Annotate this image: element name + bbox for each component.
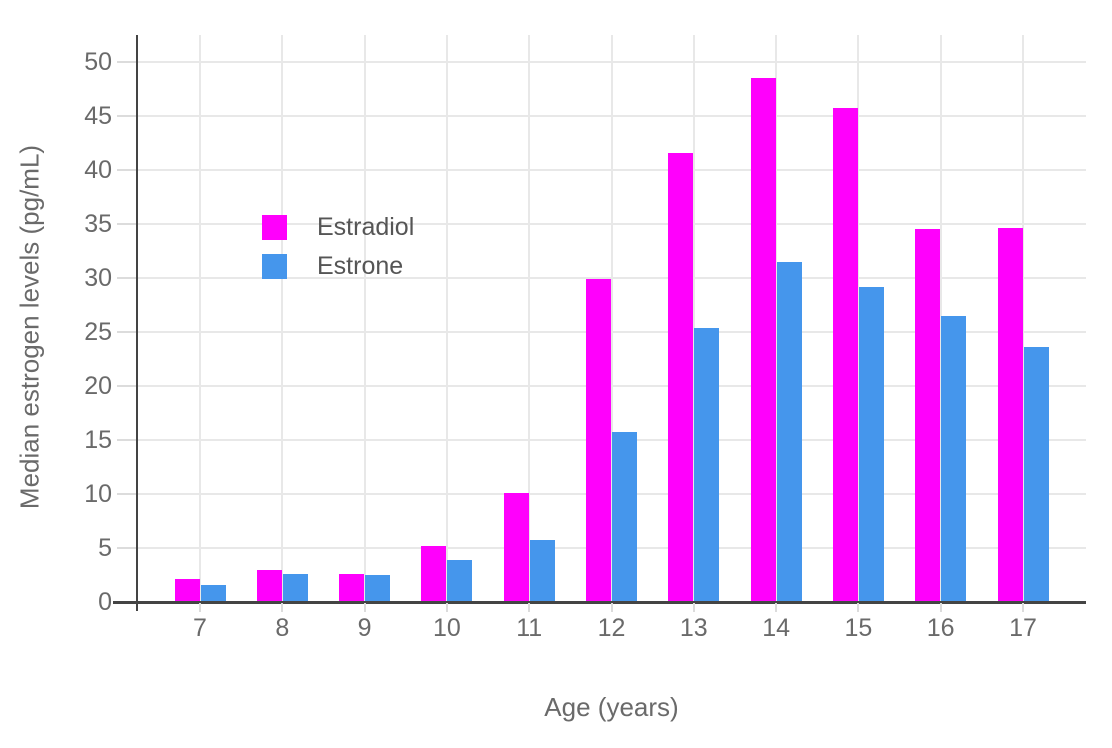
x-tick-mark [445,603,448,612]
legend: Estradiol Estrone [262,214,414,292]
y-tick-mark [117,547,136,549]
bar-estradiol-age-12 [586,279,611,602]
bar-estrone-age-13 [694,327,720,602]
x-tick-mark [610,603,613,612]
x-tick-label: 10 [432,614,461,642]
x-tick-mark [528,603,531,612]
x-tick-mark [692,603,695,612]
y-tick-label: 15 [84,426,112,454]
x-gridline [281,35,284,612]
y-tick-mark [117,115,136,117]
x-tick-mark [775,603,778,612]
bar-estrone-age-8 [282,573,308,602]
y-tick-label: 0 [98,588,112,616]
x-tick-mark [939,603,942,612]
x-gridline [363,35,366,612]
bar-estrone-age-7 [200,584,226,602]
y-tick-mark [117,223,136,225]
bar-estrone-age-17 [1023,347,1049,602]
estradiol-swatch-icon [262,214,287,240]
bar-estrone-age-11 [529,540,555,602]
x-gridline [857,35,860,612]
x-gridline [939,35,942,612]
x-tick-label: 13 [679,614,708,642]
x-tick-label: 7 [193,614,207,642]
y-axis-line [135,35,138,611]
estrone-swatch-icon [262,253,287,279]
x-tick-mark [857,603,860,612]
bar-estrone-age-9 [365,575,391,602]
x-gridline [1022,35,1024,612]
y-tick-label: 10 [84,480,112,508]
bar-estrone-age-10 [447,559,473,602]
y-tick-mark [117,277,136,279]
bar-estrone-age-14 [776,261,802,602]
bar-estrone-age-12 [612,432,637,602]
x-gridline [692,35,695,612]
bar-estradiol-age-8 [256,569,282,602]
y-tick-mark [117,331,136,333]
x-gridline [775,35,778,612]
y-axis-title: Median estrogen levels (pg/mL) [14,144,45,510]
x-tick-label: 8 [275,614,290,642]
x-gridline [199,35,201,612]
bar-estrone-age-15 [858,286,884,602]
bar-estrone-age-16 [941,315,967,602]
x-tick-label: 9 [357,614,372,642]
bar-estradiol-age-10 [421,545,447,602]
x-axis-line [113,601,1086,604]
y-tick-mark [117,385,136,387]
y-tick-label: 30 [84,264,112,292]
x-tick-mark [363,603,366,612]
x-tick-label: 11 [516,614,543,642]
x-tick-label: 15 [844,614,873,642]
y-tick-mark [117,493,136,495]
y-tick-mark [117,439,136,441]
x-gridline [445,35,448,612]
bar-estradiol-age-9 [339,573,365,602]
y-tick-label: 25 [84,318,112,346]
x-tick-label: 12 [597,614,626,642]
bar-estradiol-age-11 [503,492,529,602]
bar-estradiol-age-13 [668,152,694,602]
x-tick-mark [199,603,201,612]
bar-estradiol-age-15 [832,108,858,602]
y-tick-label: 40 [84,156,112,184]
y-tick-label: 35 [84,210,112,238]
y-tick-label: 50 [84,48,112,76]
bar-estradiol-age-14 [750,78,776,602]
bar-estradiol-age-16 [915,229,941,602]
legend-label: Estradiol [317,213,415,241]
x-gridline [528,35,531,612]
x-gridline [610,35,613,612]
x-tick-label: 16 [926,614,955,642]
bar-estradiol-age-7 [174,579,200,602]
y-tick-label: 5 [98,534,112,562]
x-axis-title: Age (years) [544,692,679,722]
y-tick-label: 20 [84,372,112,400]
bar-estradiol-age-17 [997,228,1023,602]
x-tick-mark [1022,603,1024,612]
x-tick-label: 17 [1009,614,1037,642]
y-tick-mark [117,169,136,171]
x-tick-label: 14 [762,614,790,642]
legend-item-estradiol[interactable]: Estradiol [262,214,414,240]
plot-area [113,35,1086,612]
y-tick-label: 45 [84,102,112,130]
y-tick-mark [117,61,136,63]
legend-label: Estrone [317,252,404,280]
legend-item-estrone[interactable]: Estrone [262,253,414,279]
x-tick-mark [281,603,284,612]
